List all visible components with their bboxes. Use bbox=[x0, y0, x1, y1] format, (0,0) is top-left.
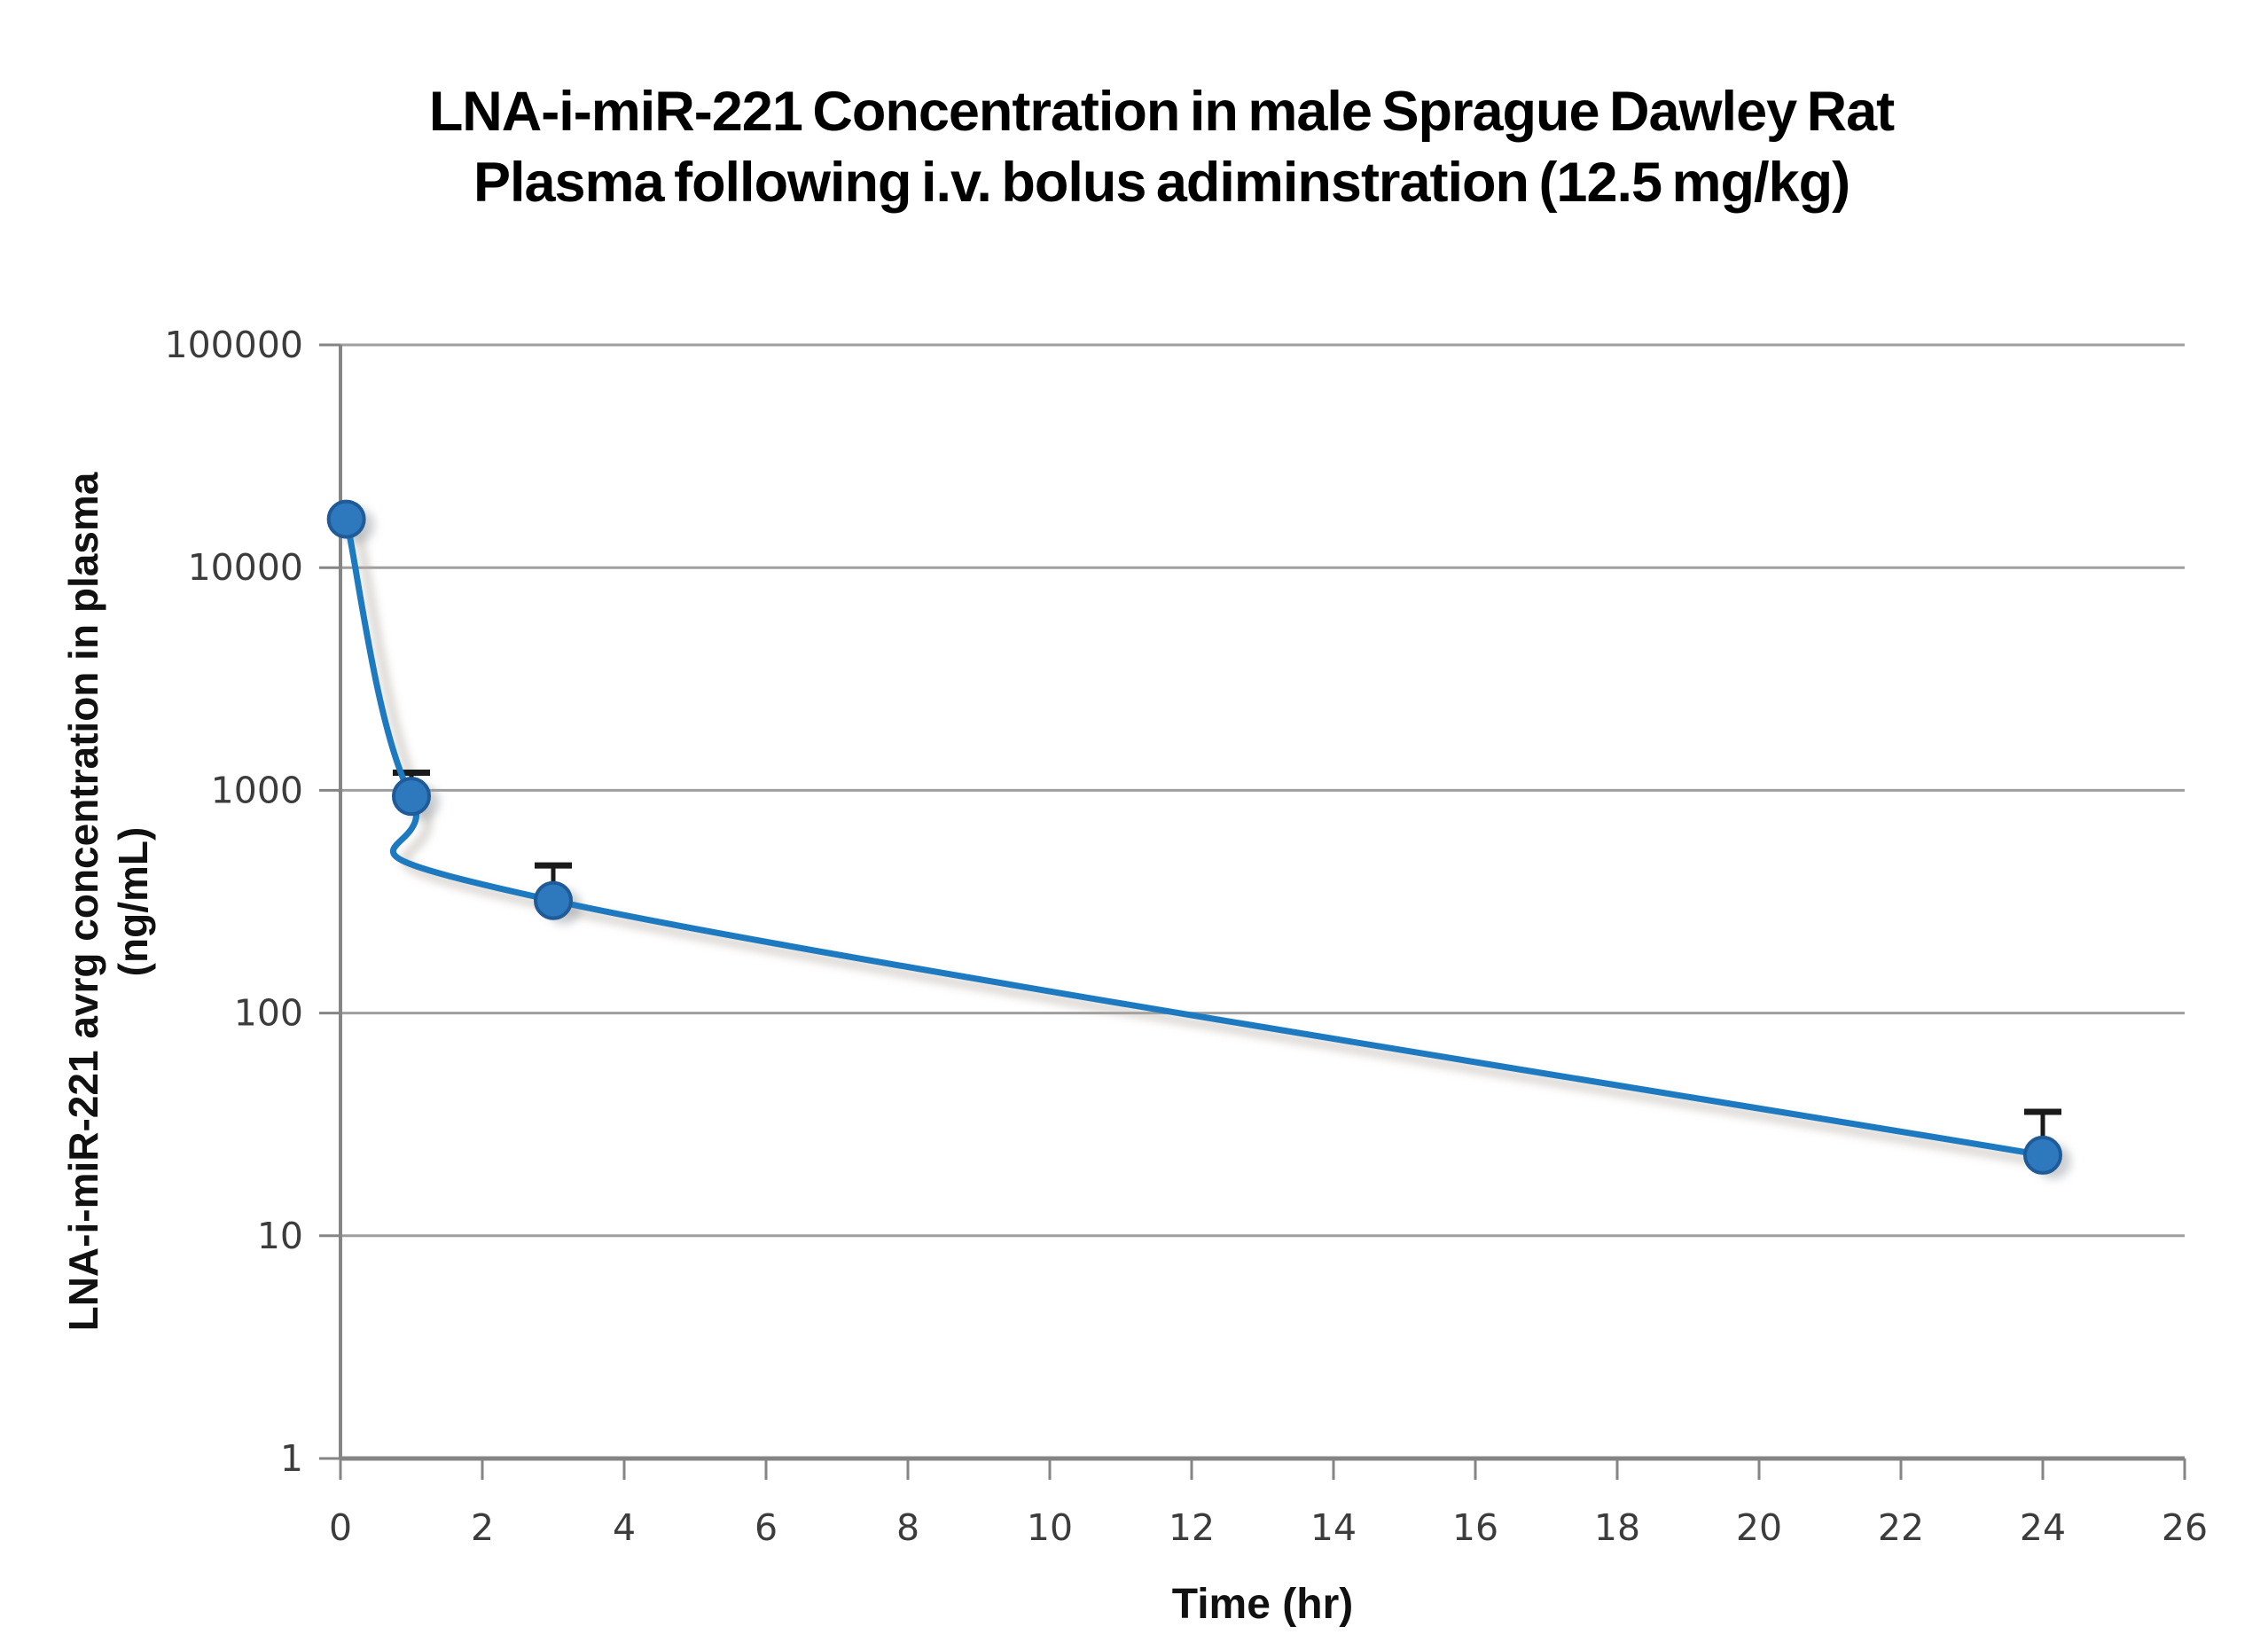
chart-title: LNA-i-miR-221 Concentration in male Spra… bbox=[89, 76, 2234, 218]
x-tick-label: 4 bbox=[613, 1506, 636, 1549]
x-tick-label: 2 bbox=[471, 1506, 494, 1549]
data-point-marker bbox=[326, 499, 366, 539]
x-tick-label: 8 bbox=[896, 1506, 919, 1549]
series-line-shadow bbox=[354, 527, 2055, 1169]
y-tick-label: 10 bbox=[257, 1215, 303, 1257]
x-tick-label: 24 bbox=[2020, 1506, 2066, 1549]
x-tick-label: 20 bbox=[1736, 1506, 1782, 1549]
y-tick-label: 1000 bbox=[211, 769, 303, 811]
x-tick-label: 16 bbox=[1452, 1506, 1498, 1549]
x-tick-label: 18 bbox=[1594, 1506, 1640, 1549]
x-tick-label: 26 bbox=[2162, 1506, 2208, 1549]
chart-title-line-2: Plasma following i.v. bolus adiminstrati… bbox=[473, 152, 1850, 214]
x-tick-label: 22 bbox=[1878, 1506, 1924, 1549]
y-tick-label: 100000 bbox=[164, 324, 303, 366]
series-line bbox=[343, 516, 2046, 1159]
x-tick-label: 12 bbox=[1169, 1506, 1215, 1549]
x-tick-label: 6 bbox=[755, 1506, 778, 1549]
data-point-marker bbox=[2023, 1135, 2062, 1175]
x-axis-title: Time (hr) bbox=[1171, 1581, 1354, 1628]
x-tick-label: 10 bbox=[1027, 1506, 1073, 1549]
x-tick-label: 14 bbox=[1310, 1506, 1357, 1549]
y-tick-label: 1 bbox=[280, 1437, 303, 1480]
chart-title-line-1: LNA-i-miR-221 Concentration in male Spra… bbox=[428, 81, 1895, 143]
y-tick-label: 10000 bbox=[188, 546, 303, 589]
x-tick-label: 0 bbox=[329, 1506, 352, 1549]
data-point-marker bbox=[534, 880, 573, 920]
data-point-marker bbox=[392, 777, 431, 817]
y-tick-label: 100 bbox=[234, 992, 303, 1035]
